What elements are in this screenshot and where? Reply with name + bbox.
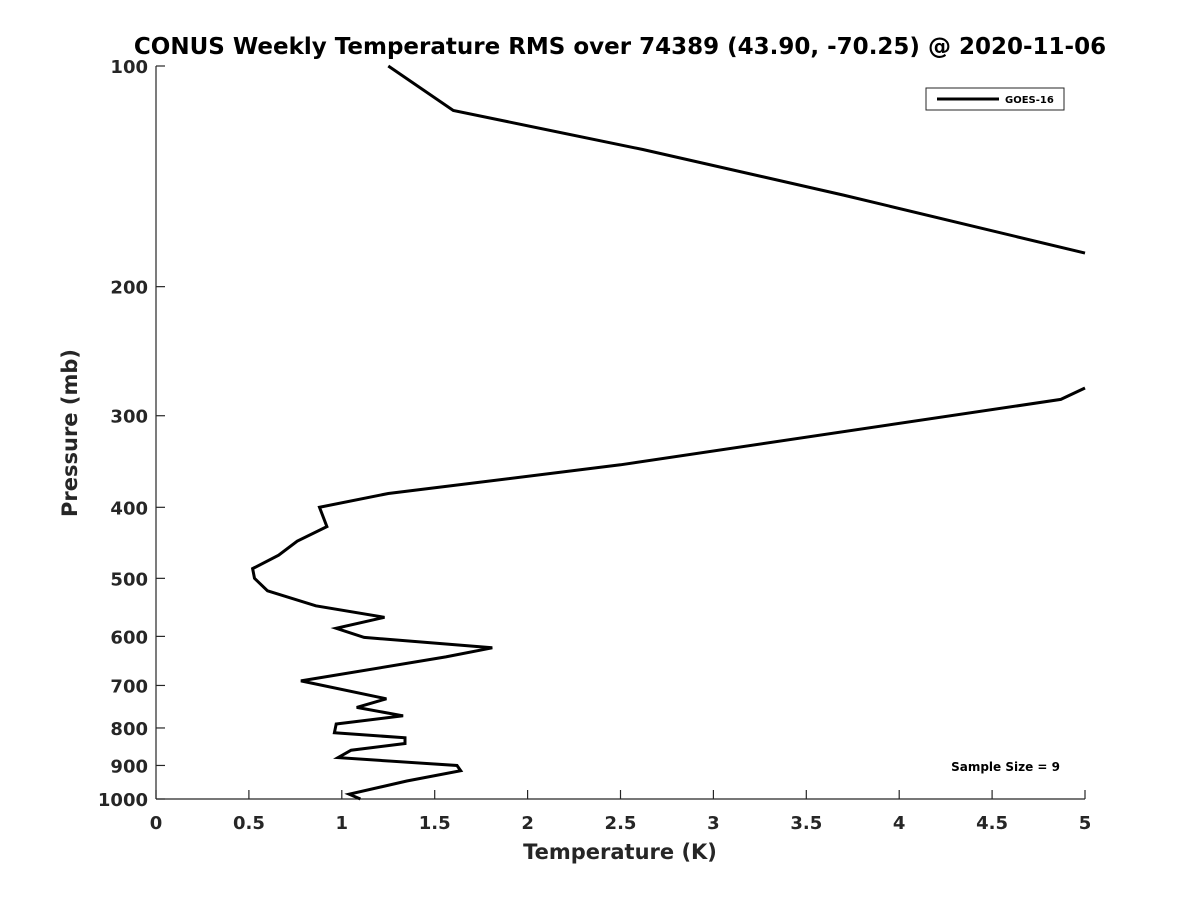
x-axis-label: Temperature (K) — [523, 840, 717, 864]
series-layer — [250, 64, 1086, 801]
y-tick-label: 600 — [110, 627, 148, 648]
legend: GOES-16 — [925, 87, 1065, 111]
legend-label-goes-16: GOES-16 — [1005, 95, 1054, 106]
x-tick-label: 2 — [521, 813, 534, 834]
x-tick-label: 4 — [893, 813, 906, 834]
x-tick-label: 3 — [707, 813, 720, 834]
y-tick-label: 900 — [110, 756, 148, 777]
x-tick-label: 0 — [150, 813, 163, 834]
y-tick-label: 800 — [110, 719, 148, 740]
x-tick-label: 5 — [1079, 813, 1092, 834]
y-tick-label: 500 — [110, 569, 148, 590]
series-line-goes-16 — [387, 64, 1086, 255]
y-axis-label: Pressure (mb) — [58, 349, 82, 517]
x-tick-label: 2.5 — [605, 813, 637, 834]
sample-size-annotation: Sample Size = 9 — [951, 760, 1060, 774]
x-tick-label: 3.5 — [790, 813, 822, 834]
y-tick-label: 300 — [110, 407, 148, 428]
x-axis-ticks: 0 0.5 1 1.5 2 2.5 3 3.5 4 4.5 5 — [150, 790, 1092, 834]
y-tick-label: 700 — [110, 676, 148, 697]
y-tick-label: 1000 — [98, 790, 148, 811]
x-tick-label: 1.5 — [419, 813, 451, 834]
x-tick-label: 0.5 — [233, 813, 265, 834]
y-axis-ticks: 100 200 300 400 500 600 700 800 900 1000 — [98, 57, 165, 811]
chart-title: CONUS Weekly Temperature RMS over 74389 … — [134, 34, 1106, 60]
x-tick-label: 4.5 — [976, 813, 1008, 834]
y-tick-label: 200 — [110, 278, 148, 299]
x-tick-label: 1 — [336, 813, 349, 834]
y-tick-label: 100 — [110, 57, 148, 78]
y-tick-label: 400 — [110, 498, 148, 519]
series-line-goes-16 — [250, 386, 1086, 801]
